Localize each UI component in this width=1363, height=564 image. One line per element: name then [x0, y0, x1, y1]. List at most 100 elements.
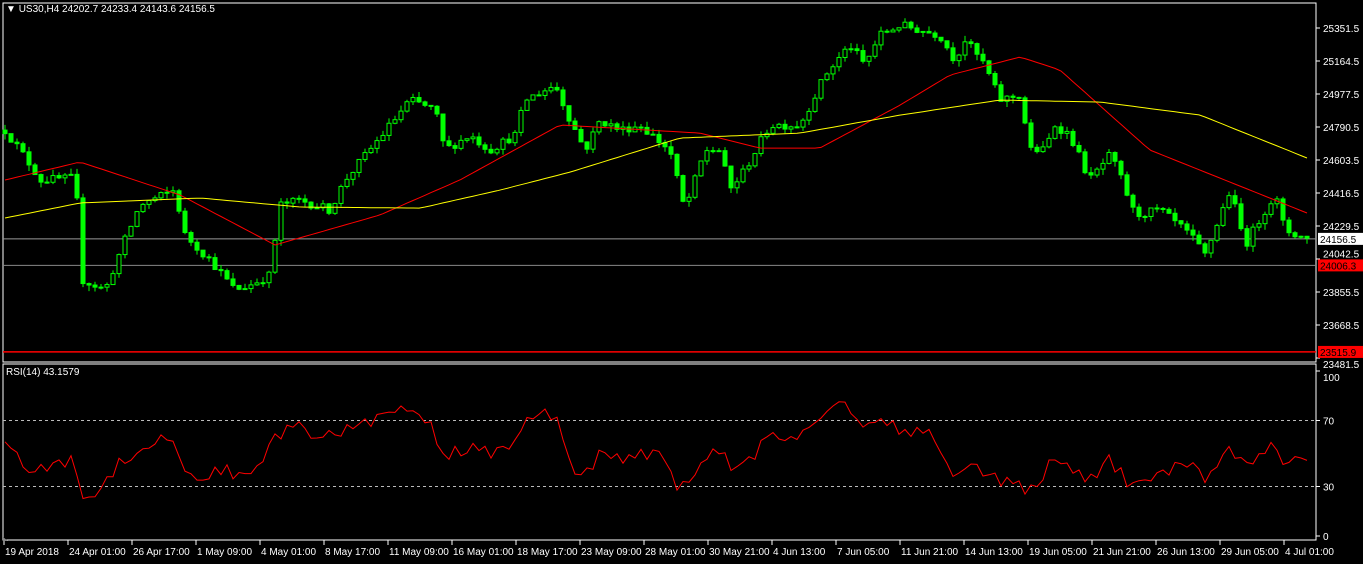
candle-bull [146, 200, 152, 205]
candle-bull [890, 29, 896, 33]
candle-bear [86, 283, 92, 286]
candle-bull [68, 173, 74, 176]
candle-bull [734, 181, 740, 189]
time-tick-label: 19 Jun 05:00 [1029, 547, 1087, 558]
candle-bear [482, 144, 488, 150]
candle-bear [1082, 151, 1088, 174]
candle-bull [848, 48, 854, 51]
candle-bull [1106, 151, 1112, 164]
candle-bear [1304, 235, 1310, 239]
candle-bear [614, 123, 620, 130]
candle-bull [548, 86, 554, 92]
candle-bull [1148, 207, 1154, 218]
candle-bull [368, 147, 374, 154]
candle-bear [1184, 223, 1190, 231]
candle-bear [674, 153, 680, 177]
candle-bear [1058, 126, 1064, 134]
candle-bull [362, 152, 368, 160]
candle-bull [872, 44, 878, 57]
candle-bear [926, 30, 932, 34]
candle-bear [1178, 220, 1184, 225]
candle-bull [776, 123, 782, 129]
candle-bull [380, 134, 386, 142]
candle-bull [50, 175, 56, 183]
candle-bull [698, 160, 704, 177]
candle-bull [740, 168, 746, 183]
candle-bull [338, 185, 344, 204]
price-tick-label: 23855.5 [1323, 288, 1360, 299]
candle-bull [1250, 226, 1256, 247]
candle-bull [122, 235, 128, 256]
time-tick-label: 4 May 01:00 [261, 547, 316, 558]
candle-bull [530, 94, 536, 101]
time-tick-label: 14 Jun 13:00 [965, 547, 1023, 558]
price-tick-label: 24603.5 [1323, 156, 1360, 167]
candle-bear [1172, 212, 1178, 222]
rsi-tick-label: 100 [1323, 373, 1340, 384]
candle-bear [1022, 97, 1028, 124]
candle-bull [956, 54, 962, 62]
time-tick-label: 4 Jul 01:00 [1285, 547, 1334, 558]
candle-bear [1232, 195, 1238, 205]
candle-bear [2, 129, 8, 135]
candle-bear [1016, 96, 1022, 99]
candle-bear [950, 47, 956, 62]
candle-bear [194, 241, 200, 251]
candle-bear [476, 136, 482, 146]
time-tick-label: 26 Apr 17:00 [133, 547, 190, 558]
candle-bull [866, 55, 872, 62]
candle-bear [1112, 151, 1118, 162]
candle-bear [1154, 207, 1160, 210]
dropdown-triangle-icon[interactable]: ▼ [6, 4, 16, 15]
candle-bull [266, 271, 272, 284]
candle-bull [494, 148, 500, 154]
candle-bear [296, 197, 302, 200]
time-tick-label: 18 May 17:00 [517, 547, 578, 558]
candle-bull [962, 41, 968, 56]
time-tick-label: 26 Jun 13:00 [1157, 547, 1215, 558]
candle-bull [764, 132, 770, 138]
candle-bull [830, 66, 836, 75]
candle-bull [842, 48, 848, 58]
candle-bull [1256, 223, 1262, 228]
time-tick-label: 8 May 17:00 [325, 547, 380, 558]
rsi-tick-label: 70 [1323, 417, 1335, 428]
candle-bull [248, 284, 254, 290]
time-tick-label: 11 Jun 21:00 [901, 547, 959, 558]
candle-bull [512, 131, 518, 144]
candle-bull [1208, 239, 1214, 254]
candle-bull [590, 131, 596, 150]
candle-bull [140, 203, 146, 213]
candle-bull [134, 211, 140, 227]
candle-bull [332, 202, 338, 214]
candle-bear [416, 97, 422, 103]
candle-bear [92, 284, 98, 288]
candle-bull [458, 139, 464, 149]
candle-bull [800, 119, 806, 128]
candle-bull [806, 110, 812, 121]
price-tick-label: 23668.5 [1323, 321, 1360, 332]
candle-bull [716, 150, 722, 153]
candle-bear [602, 121, 608, 127]
candle-bear [284, 201, 290, 204]
candle-bull [404, 101, 410, 112]
candle-bear [566, 105, 572, 122]
candle-bear [932, 32, 938, 38]
candle-bull [686, 196, 692, 202]
last-price-label: 24156.5 [1320, 235, 1357, 246]
candle-bear [1190, 229, 1196, 236]
candle-bear [302, 198, 308, 203]
candle-bear [680, 175, 686, 202]
candle-bull [278, 201, 284, 241]
rsi-tick-label: 30 [1323, 483, 1335, 494]
candle-bull [1100, 162, 1106, 170]
candle-bear [854, 48, 860, 52]
candle-bear [1292, 232, 1298, 238]
candle-bear [8, 133, 14, 143]
candle-bear [326, 203, 332, 214]
candle-bull [410, 97, 416, 103]
candle-bear [656, 133, 662, 144]
moving-average-line [4, 56, 1308, 246]
candle-bear [14, 141, 20, 145]
